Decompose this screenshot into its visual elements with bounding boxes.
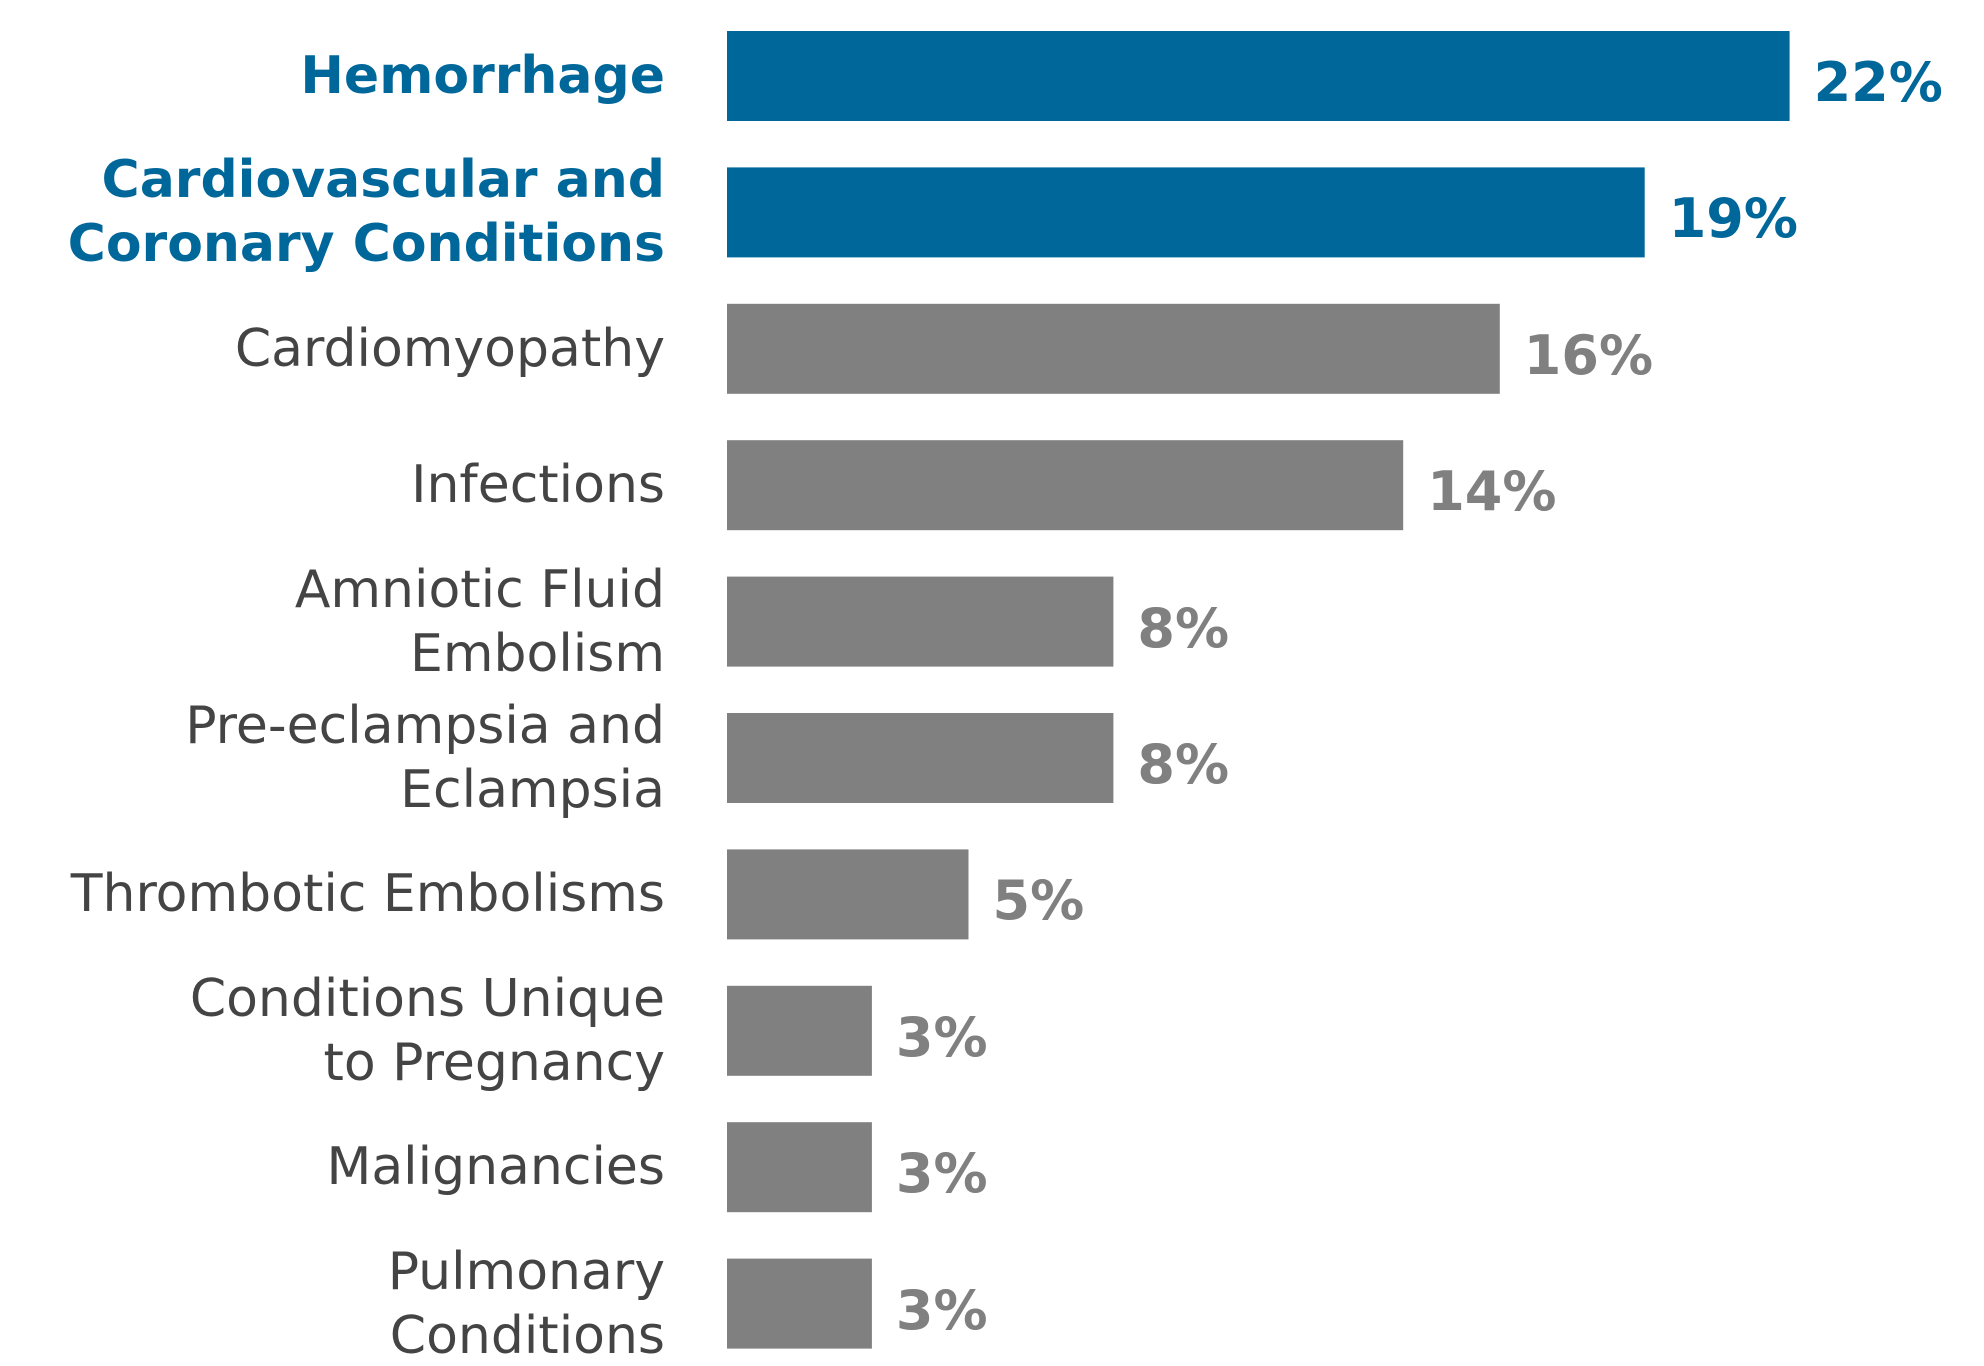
bar xyxy=(727,31,1790,121)
bar xyxy=(727,985,872,1076)
bar xyxy=(727,713,1114,803)
value-label: 3% xyxy=(895,1278,988,1342)
value-label: 8% xyxy=(1137,596,1230,660)
category-label: Pulmonary Conditions xyxy=(387,1241,665,1366)
value-label: 16% xyxy=(1523,323,1654,387)
value-label: 19% xyxy=(1668,187,1798,251)
value-label: 3% xyxy=(895,1005,988,1069)
value-label: 14% xyxy=(1427,459,1557,523)
bar xyxy=(727,1258,872,1349)
bar xyxy=(727,849,969,940)
category-label: Pre-eclampsia and Eclampsia xyxy=(185,696,665,820)
category-label: Cardiomyopathy xyxy=(234,318,665,379)
category-label: Amniotic Fluid Embolism xyxy=(294,559,665,684)
value-label: 3% xyxy=(895,1141,988,1205)
value-label: 5% xyxy=(992,869,1085,933)
bar xyxy=(727,1122,872,1213)
category-label: Conditions Unique to Pregnancy xyxy=(189,968,665,1093)
category-label: Malignancies xyxy=(326,1137,665,1198)
bar xyxy=(727,440,1404,531)
category-label: Hemorrhage xyxy=(300,46,665,106)
category-label: Thrombotic Embolisms xyxy=(70,864,665,925)
value-label: 22% xyxy=(1813,50,1943,114)
bar xyxy=(727,167,1645,258)
category-label: Cardiovascular and Coronary Conditions xyxy=(67,150,665,275)
value-label: 8% xyxy=(1137,732,1230,796)
bar xyxy=(727,576,1114,667)
category-label: Infections xyxy=(411,455,665,516)
bar xyxy=(727,303,1500,394)
